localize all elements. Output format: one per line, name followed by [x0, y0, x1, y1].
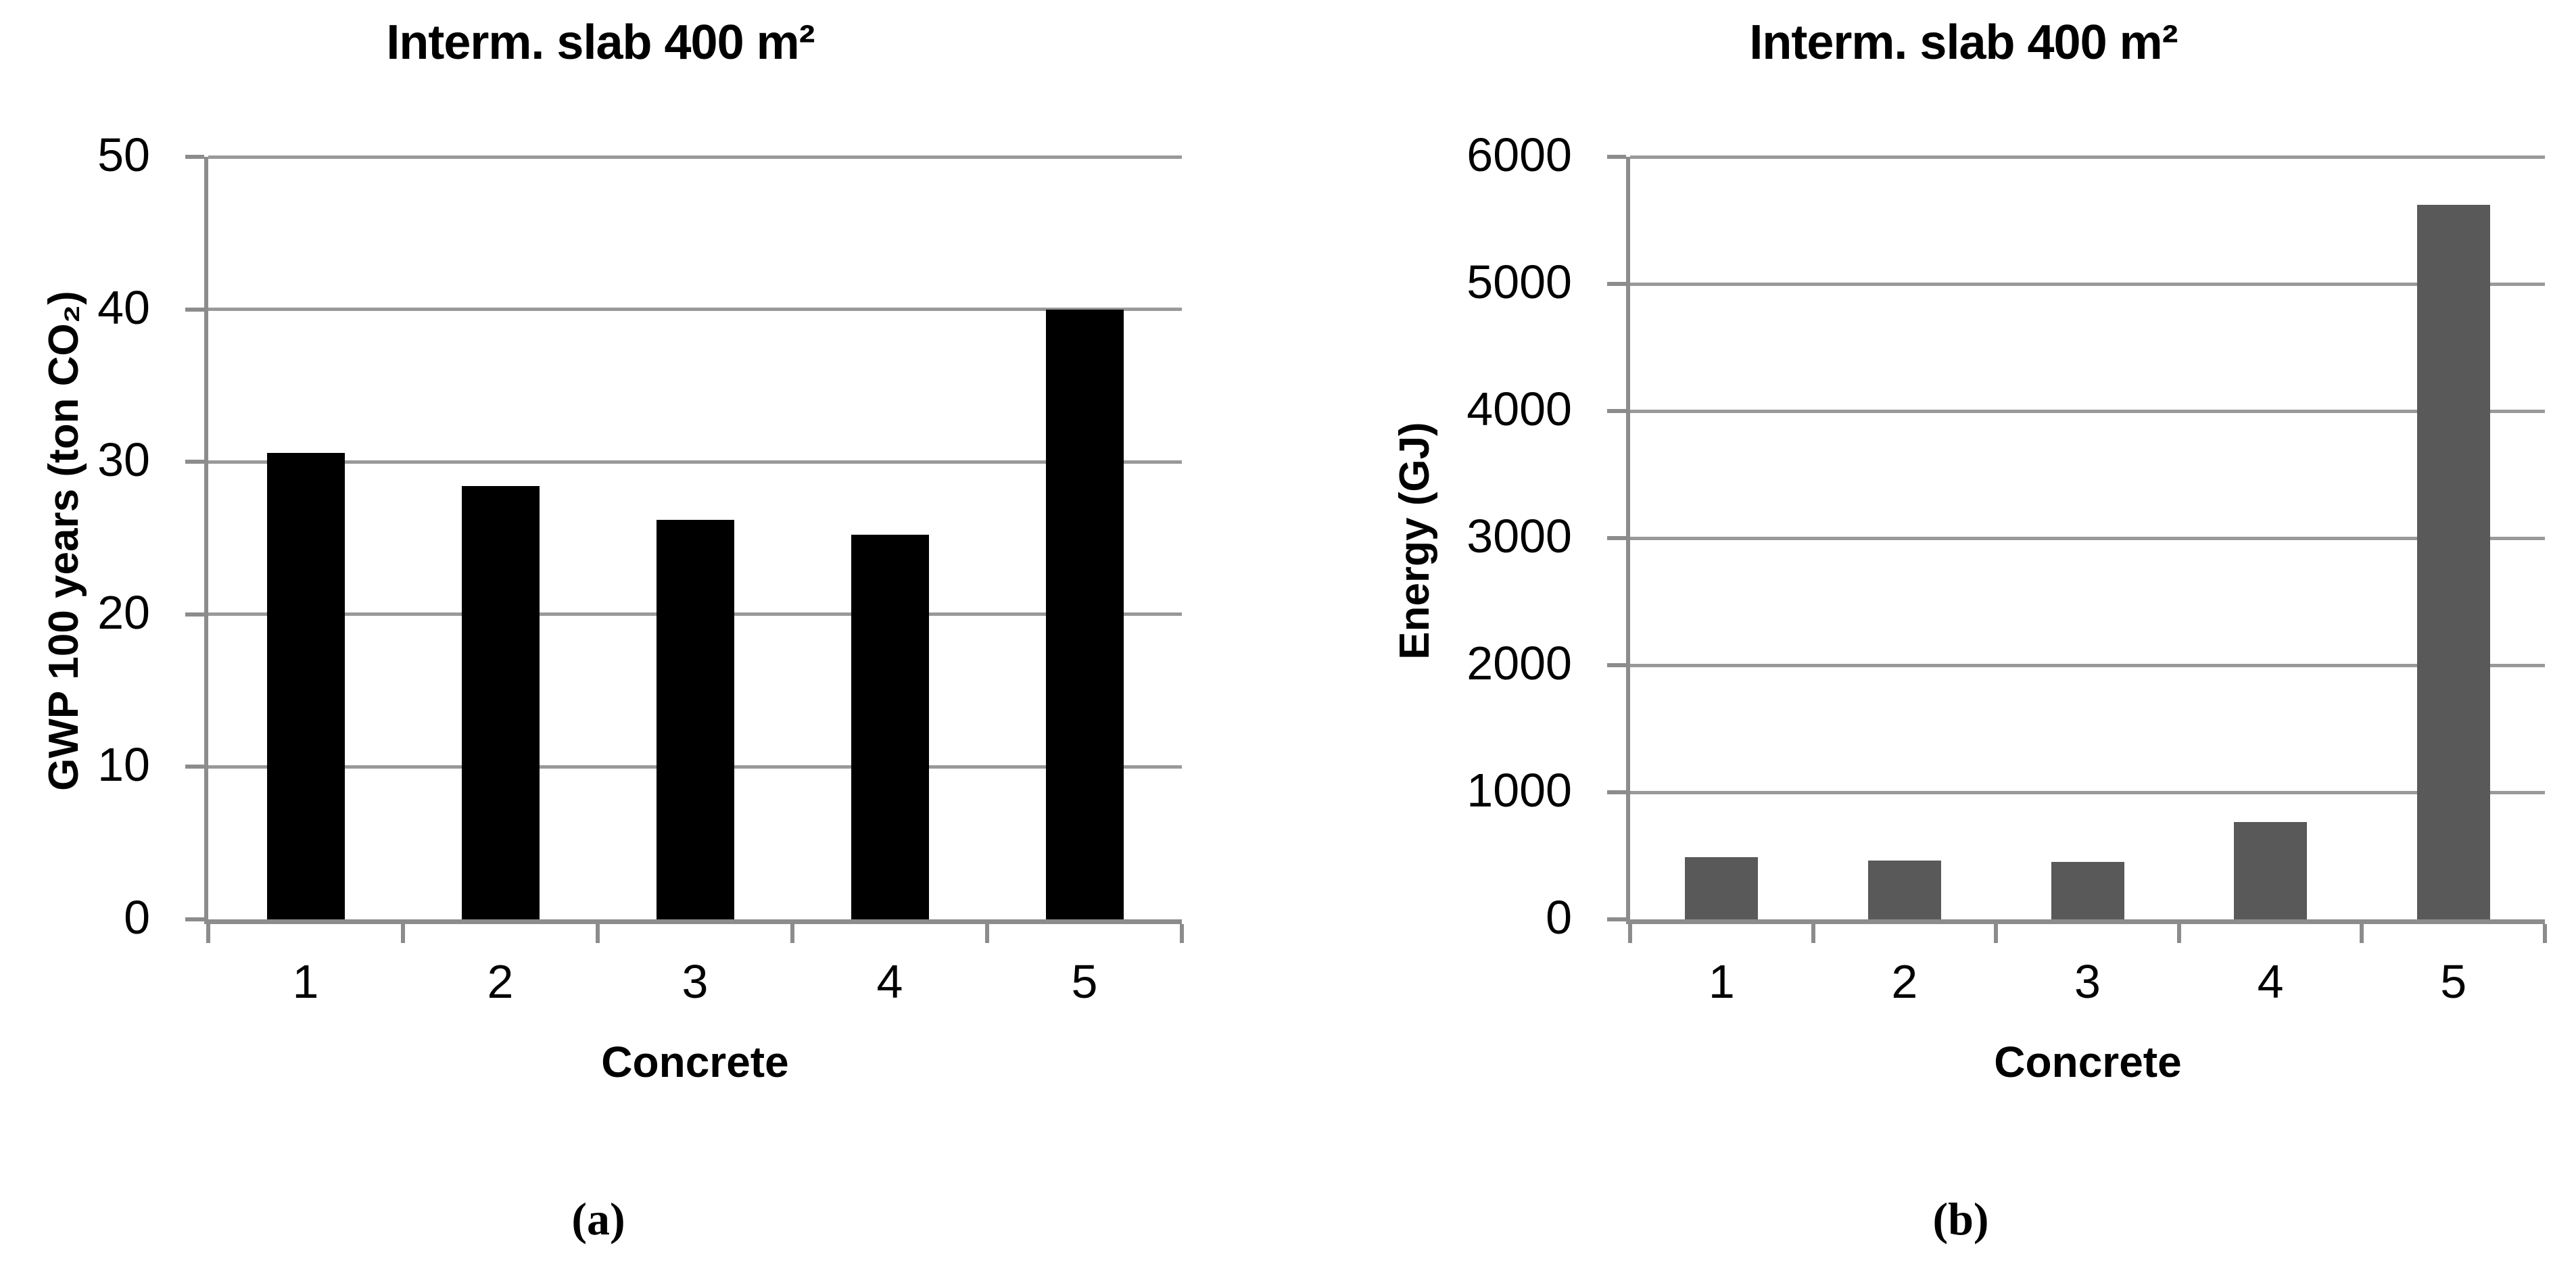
y-tick-mark: [185, 612, 204, 617]
y-tick-label: 3000: [1466, 509, 1572, 562]
chart-title: Interm. slab 400 m²: [1749, 16, 2178, 70]
gridline: [1630, 663, 2545, 667]
gridline: [208, 155, 1182, 159]
y-tick-label: 2000: [1466, 636, 1572, 690]
x-tick-mark: [596, 924, 600, 943]
bar-concrete-4: [851, 535, 929, 919]
x-axis-title: Concrete: [601, 1038, 789, 1086]
x-tick-mark: [790, 924, 794, 943]
x-tick-label: 1: [292, 955, 319, 1008]
y-tick-label: 30: [97, 433, 150, 486]
gridline: [1630, 155, 2545, 159]
plot-area: 0 10 20 30 40 50 1 2 3 4 5: [97, 128, 1184, 1008]
gridline: [1630, 790, 2545, 794]
y-tick-mark: [1607, 282, 1626, 286]
y-tick-label: 20: [97, 585, 150, 639]
x-tick-label: 5: [1071, 955, 1098, 1008]
y-tick-mark: [1607, 917, 1626, 921]
y-tick-label: 1000: [1466, 763, 1572, 817]
y-tick-mark: [1607, 409, 1626, 413]
y-tick-mark: [1607, 536, 1626, 540]
y-tick-label: 40: [97, 281, 150, 334]
x-tick-mark: [2360, 924, 2364, 943]
x-tick-mark: [206, 924, 210, 943]
bar-concrete-3: [656, 520, 734, 919]
y-tick-mark: [1607, 155, 1626, 159]
y-tick-mark: [185, 765, 204, 769]
bar-concrete-5: [1045, 310, 1124, 919]
y-tick-mark: [185, 917, 204, 921]
x-tick-mark: [985, 924, 989, 943]
x-tick-label: 3: [682, 955, 709, 1008]
panel-caption-a: (a): [571, 1193, 625, 1245]
bar-concrete-3: [2051, 862, 2124, 919]
y-tick-mark: [185, 155, 204, 159]
gridline: [1630, 409, 2545, 413]
y-tick-label: 6000: [1466, 128, 1572, 181]
gridline: [1630, 282, 2545, 286]
y-tick-label: 10: [97, 738, 150, 792]
x-tick-label: 5: [2440, 955, 2467, 1008]
y-tick-label: 4000: [1466, 382, 1572, 435]
x-tick-label: 2: [1891, 955, 1918, 1008]
x-tick-label: 4: [876, 955, 903, 1008]
y-tick-mark: [1607, 663, 1626, 667]
x-axis-title: Concrete: [1994, 1038, 2182, 1086]
bar-concrete-2: [1867, 861, 1941, 919]
gridline: [1630, 536, 2545, 540]
y-tick-label: 5000: [1466, 255, 1572, 308]
gridline: [208, 460, 1182, 464]
x-tick-label: 2: [487, 955, 514, 1008]
x-tick-label: 3: [2074, 955, 2101, 1008]
plot-area: 0 1000 2000 3000 4000 5000 6000 1 2 3 4 5: [1466, 128, 2547, 1008]
x-tick-mark: [1811, 924, 1815, 943]
x-tick-label: 1: [1708, 955, 1735, 1008]
y-tick-mark: [185, 460, 204, 464]
y-tick-mark: [1607, 790, 1626, 794]
bar-concrete-1: [266, 453, 345, 919]
chart-title: Interm. slab 400 m²: [386, 16, 815, 70]
y-tick-label: 0: [1546, 890, 1572, 944]
x-tick-mark: [1180, 924, 1184, 943]
gridline: [208, 308, 1182, 312]
x-tick-mark: [1994, 924, 1999, 943]
y-axis-title: GWP 100 years (ton CO₂): [41, 291, 87, 791]
panel-caption-b: (b): [1932, 1193, 1989, 1245]
y-tick-label: 50: [97, 128, 150, 181]
x-tick-mark: [2176, 924, 2181, 943]
y-tick-mark: [185, 307, 204, 312]
x-tick-mark: [401, 924, 405, 943]
bar-concrete-5: [2416, 205, 2490, 919]
bar-concrete-4: [2234, 822, 2308, 919]
bar-concrete-2: [461, 486, 540, 919]
x-tick-label: 4: [2257, 955, 2284, 1008]
y-tick-label: 0: [124, 890, 150, 944]
bar-concrete-1: [1685, 857, 1759, 919]
x-tick-mark: [2543, 924, 2547, 943]
x-tick-mark: [1628, 924, 1632, 943]
